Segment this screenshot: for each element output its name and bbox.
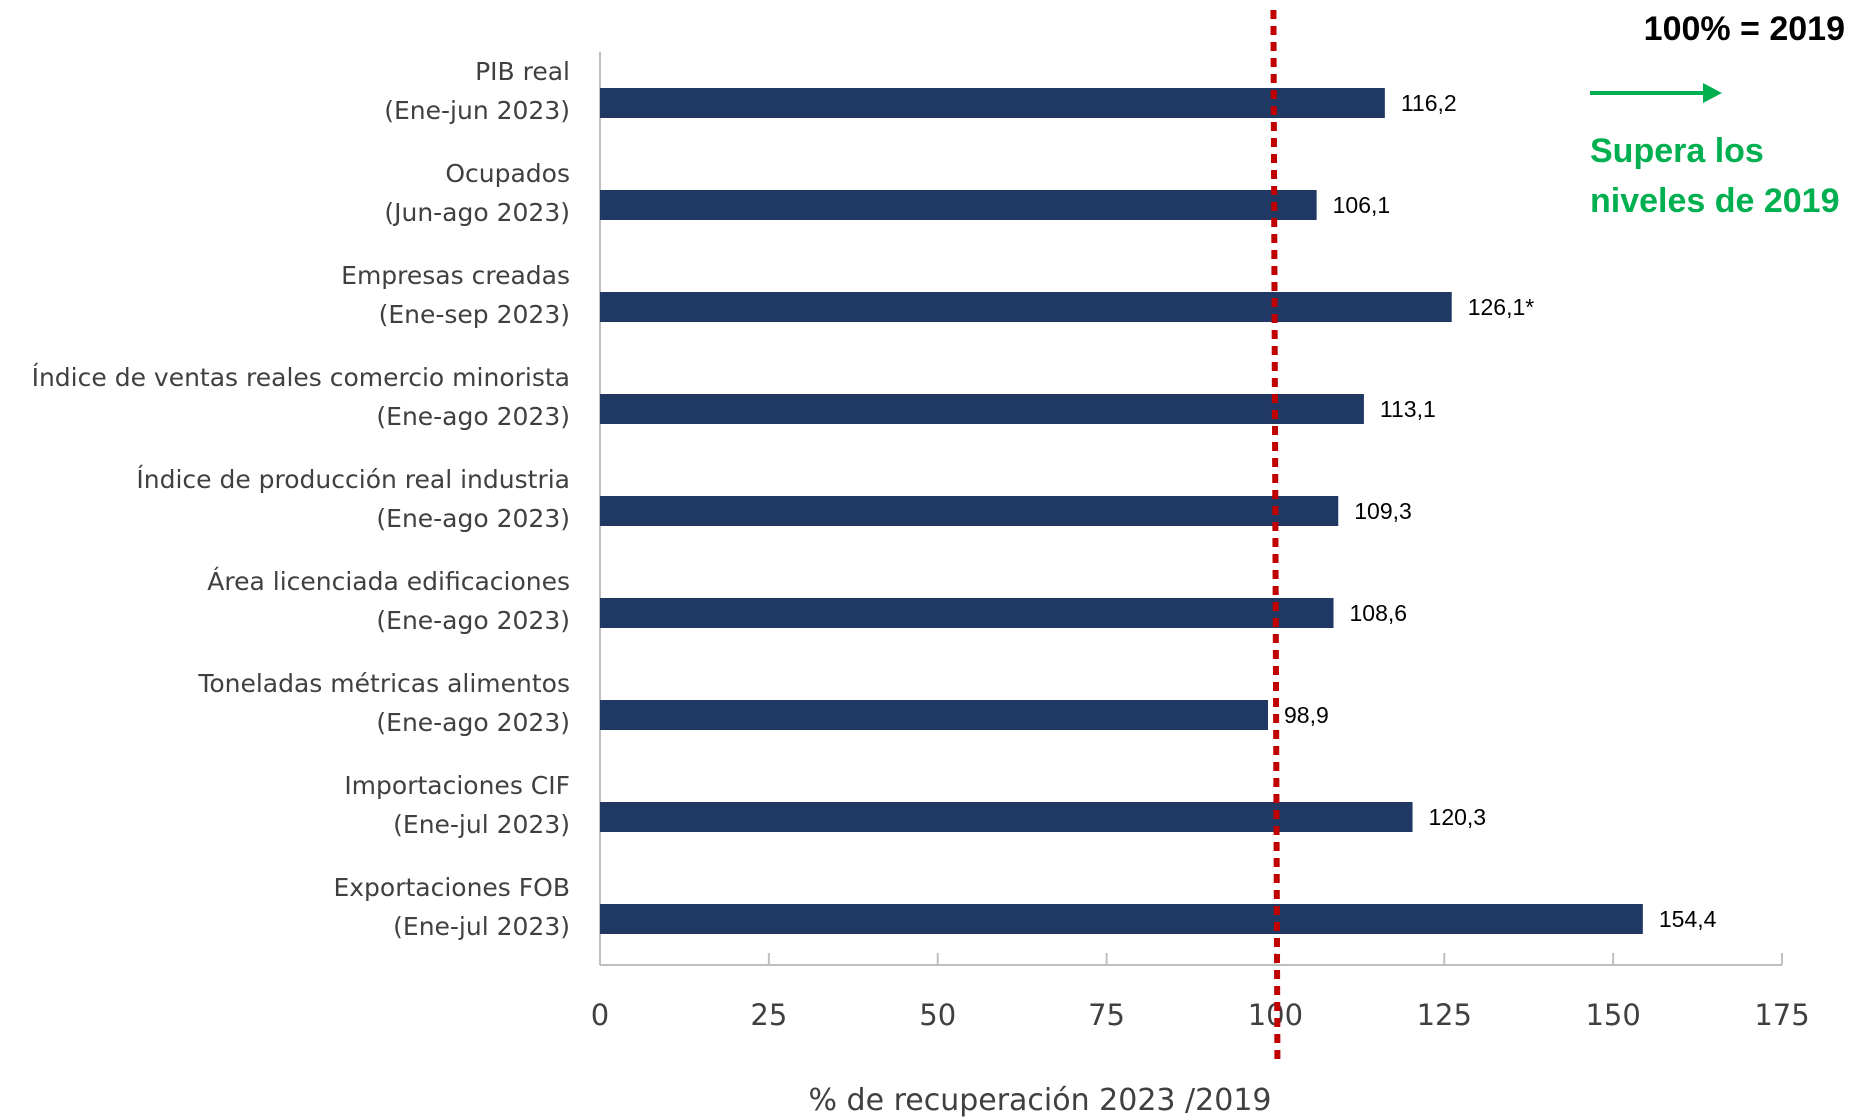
x-tick-label: 125	[1417, 998, 1472, 1032]
reference-note: 100% = 2019	[1644, 10, 1845, 48]
x-tick-label: 0	[591, 998, 609, 1032]
bars	[600, 88, 1643, 934]
category-period: (Ene-jul 2023)	[393, 810, 570, 839]
data-label: 109,3	[1354, 498, 1412, 524]
bar	[600, 598, 1334, 628]
category-label: Índice de producción real industria	[136, 465, 570, 494]
category-label: Índice de ventas reales comercio minoris…	[32, 363, 570, 392]
x-tick-label: 75	[1088, 998, 1125, 1032]
category-period: (Jun-ago 2023)	[384, 198, 570, 227]
legend-arrow-head	[1703, 83, 1722, 103]
category-label: Toneladas métricas alimentos	[197, 669, 570, 698]
category-label: Área licenciada edificaciones	[207, 567, 570, 596]
x-tick-label: 175	[1754, 998, 1809, 1032]
x-tick-labels: 0 25 50 75 100 125 150 175	[591, 998, 1810, 1032]
data-label: 108,6	[1350, 600, 1408, 626]
data-label: 113,1	[1380, 396, 1436, 422]
category-period: (Ene-ago 2023)	[376, 606, 570, 635]
category-period: (Ene-ago 2023)	[376, 708, 570, 737]
category-label: Exportaciones FOB	[333, 873, 570, 902]
x-tick-label: 150	[1585, 998, 1640, 1032]
category-period: (Ene-jul 2023)	[393, 912, 570, 941]
x-tick-label: 50	[919, 998, 956, 1032]
bar	[600, 292, 1452, 322]
category-label: Empresas creadas	[341, 261, 570, 290]
bar	[600, 904, 1643, 934]
bar	[600, 496, 1339, 526]
data-label: 154,4	[1659, 906, 1717, 932]
data-label: 106,1	[1333, 192, 1391, 218]
bar	[600, 190, 1317, 220]
bar	[600, 700, 1268, 730]
legend-arrow	[1590, 83, 1722, 103]
legend-note-line-1: Supera los	[1590, 132, 1764, 170]
bar	[600, 88, 1385, 118]
legend-note-line-2: niveles de 2019	[1590, 182, 1840, 220]
category-period: (Ene-sep 2023)	[379, 300, 570, 329]
bar	[600, 394, 1364, 424]
bar	[600, 802, 1413, 832]
data-label: 116,2	[1401, 90, 1457, 116]
category-label: PIB real	[475, 57, 570, 86]
value-labels: 116,2 106,1 126,1* 113,1 109,3 108,6 98,9 120,3…	[1284, 90, 1717, 932]
category-label: Ocupados	[445, 159, 570, 188]
x-tick-label: 25	[750, 998, 787, 1032]
category-labels: PIB real (Ene-jun 2023) Ocupados (Jun-ago 2…	[32, 57, 570, 941]
data-label: 126,1*	[1468, 294, 1535, 320]
x-axis-title: % de recuperación 2023 /2019	[808, 1083, 1271, 1117]
data-label: 120,3	[1429, 804, 1487, 830]
category-period: (Ene-ago 2023)	[376, 402, 570, 431]
category-label: Importaciones CIF	[344, 771, 570, 800]
data-label: 98,9	[1284, 702, 1329, 728]
category-period: (Ene-ago 2023)	[376, 504, 570, 533]
category-period: (Ene-jun 2023)	[384, 96, 570, 125]
